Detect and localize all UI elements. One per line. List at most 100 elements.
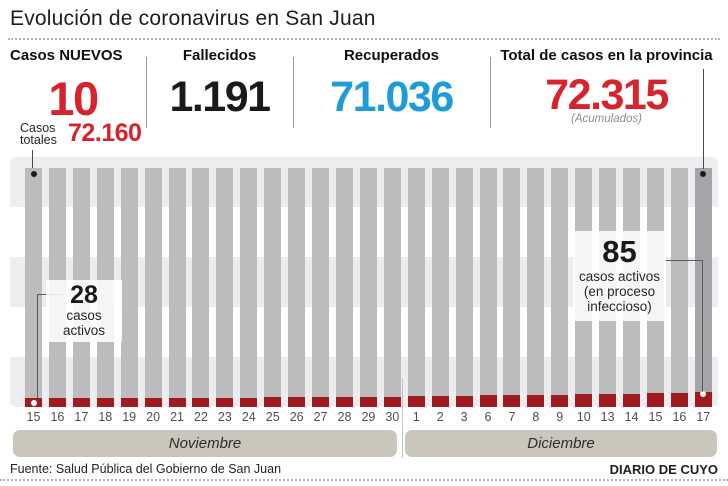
stat-label-recuperados: Recuperados (343, 47, 440, 64)
total-provincia-pointer-line (703, 69, 704, 169)
total-cases-bar (503, 168, 521, 407)
active-cases-segment (192, 398, 210, 407)
top-dotted-divider (8, 38, 720, 40)
total-cases-bar (694, 168, 712, 407)
total-cases-bar (264, 168, 282, 407)
x-tick-label: 17 (696, 410, 711, 424)
publisher-credit: DIARIO DE CUYO (609, 462, 718, 477)
active-cases-segment (694, 391, 712, 407)
x-tick-label: 2 (436, 410, 444, 424)
total-cases-bar (216, 168, 234, 407)
x-tick-label: 10 (576, 410, 591, 424)
stat-value-casos-totales: 72.160 (68, 119, 142, 147)
x-tick-label: 25 (265, 410, 280, 424)
active-cases-segment (527, 395, 545, 407)
x-tick-label: 15 (26, 410, 41, 424)
x-tick-label: 9 (556, 410, 564, 424)
x-tick-label: 21 (170, 410, 184, 424)
x-tick-label: 29 (361, 410, 376, 424)
total-cases-bar (120, 168, 138, 407)
annotation-active-cases-start: 28 casos activos (46, 280, 122, 343)
active-cases-segment (479, 395, 497, 407)
active-cases-marker-dot (30, 399, 37, 406)
x-tick-label: 30 (385, 410, 400, 424)
stat-label-fallecidos: Fallecidos (182, 47, 257, 64)
total-cases-bar (25, 168, 42, 407)
active-cases-segment (407, 396, 425, 407)
x-tick-label: 1 (412, 410, 420, 424)
stat-divider (146, 57, 147, 128)
total-cases-bar (670, 168, 688, 407)
active-cases-segment (431, 396, 449, 407)
x-tick-label: 7 (508, 410, 516, 424)
total-cases-bar (479, 168, 497, 407)
total-cases-bar (407, 168, 425, 407)
active-cases-segment (359, 397, 377, 407)
x-tick-label: 27 (313, 410, 328, 424)
source-credit: Fuente: Salud Pública del Gobierno de Sa… (10, 462, 282, 476)
active-cases-segment (383, 397, 401, 407)
x-tick-label: 23 (217, 410, 232, 424)
total-cases-bar (551, 168, 569, 407)
bottom-dotted-divider (0, 479, 728, 481)
stat-divider (293, 57, 294, 128)
active-cases-segment (503, 395, 521, 407)
active-cases-segment (72, 398, 90, 407)
total-cases-bar (144, 168, 162, 407)
stat-label-casos-nuevos: Casos NUEVOS (10, 47, 123, 64)
stat-label-casos-totales: Casos totales (20, 121, 57, 147)
active-cases-segment (575, 394, 593, 407)
active-cases-segment (48, 398, 66, 407)
x-tick-label: 3 (460, 410, 468, 424)
active-cases-segment (312, 397, 330, 407)
total-cases-bar (383, 168, 401, 407)
stat-value-fallecidos: 1.191 (169, 73, 271, 121)
total-cases-bar (240, 168, 258, 407)
x-tick-label: 17 (74, 410, 89, 424)
bars-row (25, 168, 712, 407)
x-tick-label: 8 (532, 410, 540, 424)
x-tick-label: 18 (98, 410, 113, 424)
total-cases-bar (288, 168, 306, 407)
active-cases-segment (264, 397, 282, 407)
active-cases-segment (646, 393, 664, 407)
total-cases-bar (192, 168, 210, 407)
active-cases-marker-dot (700, 391, 707, 397)
x-tick-label: 20 (146, 410, 161, 424)
active-cases-segment (288, 397, 306, 407)
total-cases-bar (455, 168, 473, 407)
total-cases-bar (168, 168, 186, 407)
active-cases-segment (216, 398, 234, 407)
month-band-diciembre: Diciembre (405, 430, 717, 457)
stat-value-total-provincia: 72.315 (545, 71, 669, 119)
total-cases-bar (527, 168, 545, 407)
x-tick-label: 24 (241, 410, 256, 424)
bar-top-marker-dot (30, 171, 37, 177)
month-band-noviembre: Noviembre (13, 430, 397, 457)
stat-value-recuperados: 71.036 (330, 73, 454, 121)
casos-totales-pointer-line (32, 150, 33, 168)
x-tick-label: 28 (337, 410, 352, 424)
month-separator-line (402, 378, 403, 458)
annotation-active-cases-end: 85 casos activos (en proceso infeccioso) (573, 231, 666, 321)
total-cases-bar (312, 168, 330, 407)
bar-top-marker-dot (700, 171, 707, 177)
x-tick-row: 15 16 17 18 19 20 21 22 23 24 25 26 27 28 29 30 1 2 3 6 7 8 9 1… (25, 410, 712, 424)
active-cases-segment (168, 398, 186, 407)
x-tick-label: 13 (600, 410, 615, 424)
total-cases-bar (359, 168, 377, 407)
annotation-value: 28 (70, 281, 98, 309)
x-tick-label: 14 (624, 410, 639, 424)
active-cases-segment (551, 395, 569, 407)
active-cases-segment (25, 398, 42, 407)
stat-label-total-provincia: Total de casos en la provincia (500, 47, 713, 64)
active-85-pointer-line (664, 260, 702, 261)
x-tick-label: 16 (672, 410, 687, 424)
month-bands: Noviembre Diciembre (13, 430, 717, 457)
x-tick-label: 26 (289, 410, 304, 424)
total-cases-bar (335, 168, 353, 407)
active-cases-segment (120, 398, 138, 407)
annotation-value: 85 (602, 234, 637, 269)
active-cases-segment (144, 398, 162, 407)
